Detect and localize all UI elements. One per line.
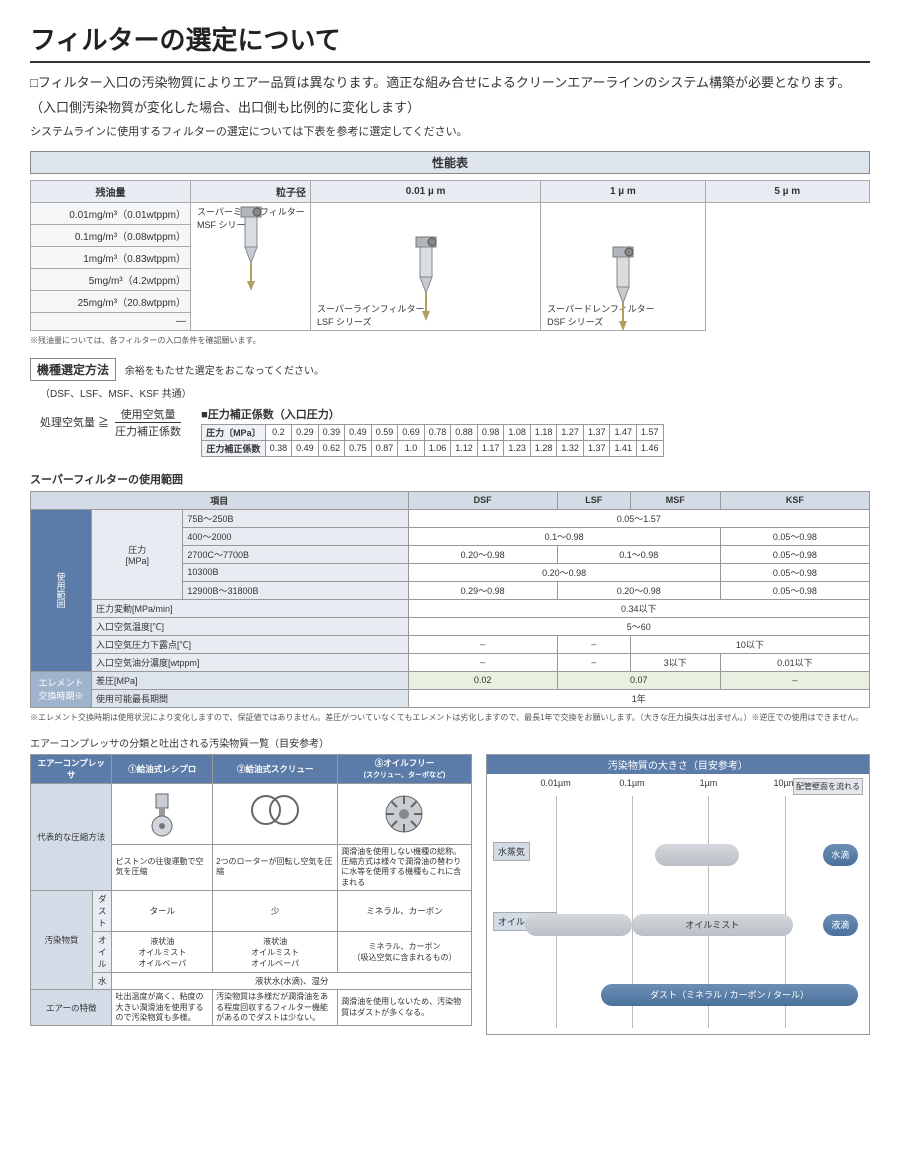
perf-footnote: ※残油量については、各フィルターの入口条件を確認願います。 [30,335,870,346]
range-title: スーパーフィルターの使用範囲 [30,471,870,487]
coef-title: ■圧力補正係数（入口圧力） [201,406,663,422]
capacity-formula: 処理空気量 ≧ 使用空気量圧力補正係数 [40,406,181,439]
size-chart: 汚染物質の大きさ（目安参考） 0.01µm0.1µm1µm10µm配管壁面を流れ… [486,754,870,1035]
performance-table: 残油量 粒子径 0.01 µ m 1 µ m 5 µ m 0.01mg/m³（0… [30,180,870,331]
compressor-table: エアーコンプレッサ①給油式レシプロ②給油式スクリュー③オイルフリー(スクリュー、… [30,754,472,1027]
intro-note: システムラインに使用するフィルターの選定については下表を参考に選定してください。 [30,123,870,139]
coefficient-table: 圧力〔MPa〕0.20.290.390.490.590.690.780.880.… [201,424,663,457]
shared-note: （DSF、LSF、MSF、KSF 共通） [40,385,870,400]
intro-line-2: （入口側汚染物質が変化した場合、出口側も比例的に変化します） [30,98,870,119]
page-title: フィルターの選定について [30,20,870,63]
intro-line-1: □フィルター入口の汚染物質によりエアー品質は異なります。適正な組み合せによるクリ… [30,73,870,94]
compressor-title: エアーコンプレッサの分類と吐出される汚染物質一覧（目安参考） [30,735,870,750]
usage-range-table: 項目DSFLSFMSFKSF使用範囲圧力 [MPa]75B～250B0.05～1… [30,491,870,708]
performance-header: 性能表 [30,151,870,174]
range-footnote: ※エレメント交換時期は使用状況により変化しますので、保証値ではありません。差圧が… [30,712,870,723]
selection-method-box: 機種選定方法 [30,358,116,381]
selection-note: 余裕をもたせた選定をおこなってください。 [125,362,324,377]
